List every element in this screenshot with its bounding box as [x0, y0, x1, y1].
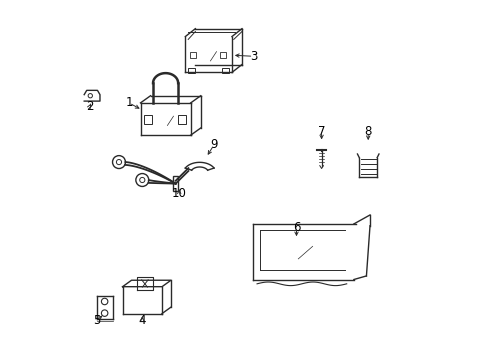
Text: 6: 6	[292, 221, 300, 234]
Text: 4: 4	[138, 314, 146, 327]
Bar	[178, 115, 185, 124]
Text: 7: 7	[317, 125, 325, 138]
Bar	[173, 176, 178, 191]
Bar	[144, 115, 152, 124]
Bar	[219, 51, 226, 58]
Text: 3: 3	[249, 50, 257, 63]
Text: 8: 8	[364, 125, 371, 138]
Text: 5: 5	[93, 314, 100, 327]
Bar	[188, 68, 195, 73]
Text: 1: 1	[125, 96, 133, 109]
Bar	[190, 51, 196, 58]
Text: 9: 9	[210, 138, 217, 151]
Text: 2: 2	[86, 100, 93, 113]
Text: 10: 10	[171, 187, 186, 200]
Bar	[222, 68, 228, 73]
